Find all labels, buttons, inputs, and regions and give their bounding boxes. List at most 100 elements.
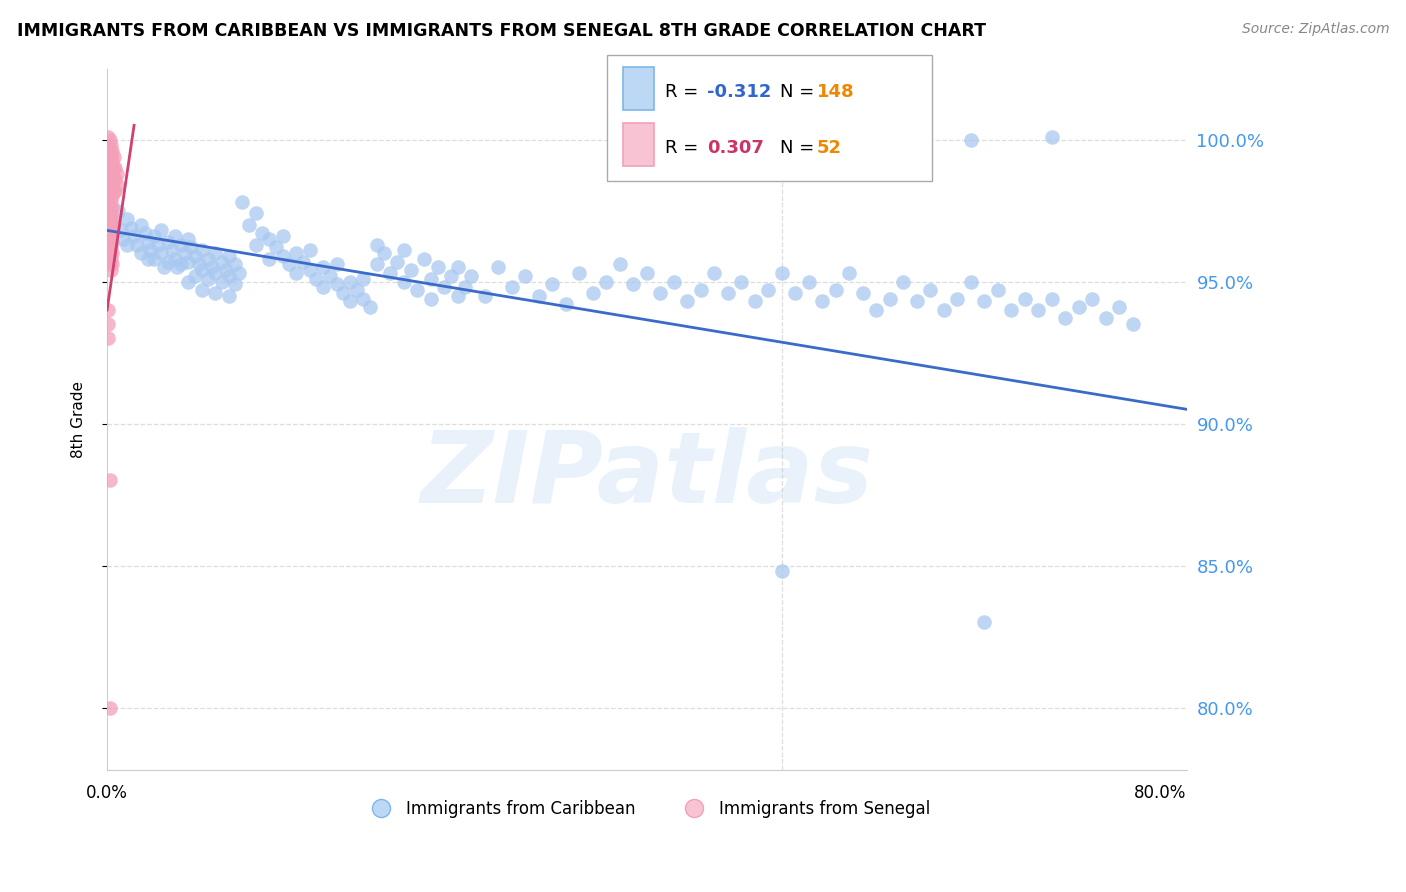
Point bbox=[238, 218, 260, 232]
Point bbox=[110, 223, 132, 237]
Point bbox=[100, 161, 122, 175]
Text: 0.0%: 0.0% bbox=[86, 784, 128, 802]
Point bbox=[98, 212, 121, 227]
Point bbox=[392, 244, 415, 258]
Point bbox=[180, 240, 202, 254]
Point bbox=[103, 161, 125, 175]
Point bbox=[101, 258, 124, 272]
Point bbox=[97, 153, 120, 167]
Point bbox=[1081, 292, 1104, 306]
Point bbox=[184, 268, 207, 283]
Point bbox=[120, 220, 142, 235]
Point bbox=[129, 218, 152, 232]
Point bbox=[190, 283, 212, 297]
Point bbox=[190, 263, 212, 277]
Point bbox=[770, 564, 793, 578]
Point bbox=[474, 289, 496, 303]
Text: 148: 148 bbox=[817, 83, 855, 101]
Point bbox=[98, 155, 121, 169]
Point bbox=[150, 223, 173, 237]
Text: 80.0%: 80.0% bbox=[1135, 784, 1187, 802]
Point bbox=[136, 235, 159, 249]
Point bbox=[946, 292, 969, 306]
Point bbox=[488, 260, 510, 275]
Point bbox=[1094, 311, 1116, 326]
Point bbox=[838, 266, 860, 280]
Point bbox=[609, 258, 631, 272]
Point bbox=[676, 294, 699, 309]
Point bbox=[218, 289, 240, 303]
Point bbox=[1040, 129, 1063, 144]
Point bbox=[623, 277, 645, 292]
Point bbox=[117, 212, 139, 227]
Point bbox=[107, 203, 129, 218]
Point bbox=[98, 178, 121, 192]
Point bbox=[325, 258, 347, 272]
Point bbox=[905, 294, 928, 309]
Point bbox=[98, 201, 121, 215]
Point bbox=[163, 229, 186, 244]
Point bbox=[98, 235, 121, 249]
Point bbox=[1000, 302, 1022, 317]
Point bbox=[440, 268, 463, 283]
Point bbox=[100, 229, 122, 244]
Point bbox=[156, 235, 179, 249]
Point bbox=[285, 246, 308, 260]
Point bbox=[987, 283, 1010, 297]
Point bbox=[703, 266, 725, 280]
Point bbox=[184, 249, 207, 263]
Point bbox=[105, 167, 128, 181]
Y-axis label: 8th Grade: 8th Grade bbox=[72, 381, 86, 458]
Point bbox=[353, 292, 375, 306]
Point bbox=[136, 252, 159, 266]
Point bbox=[252, 226, 274, 240]
Point bbox=[1040, 292, 1063, 306]
Point bbox=[101, 201, 124, 215]
Point bbox=[339, 294, 361, 309]
Point bbox=[187, 258, 209, 272]
Point bbox=[97, 129, 120, 144]
Text: R =: R = bbox=[665, 139, 704, 157]
Point bbox=[224, 258, 246, 272]
Point bbox=[103, 218, 125, 232]
Point bbox=[101, 167, 124, 181]
Point bbox=[98, 132, 121, 146]
Point bbox=[211, 254, 233, 268]
Point bbox=[541, 277, 564, 292]
Point bbox=[392, 275, 415, 289]
Point bbox=[97, 141, 120, 155]
Point bbox=[98, 223, 121, 237]
Point bbox=[460, 268, 482, 283]
Point bbox=[177, 275, 200, 289]
Point bbox=[101, 223, 124, 237]
Point bbox=[100, 194, 122, 209]
Point bbox=[756, 283, 779, 297]
Point bbox=[278, 258, 301, 272]
Point bbox=[555, 297, 578, 311]
Point bbox=[100, 172, 122, 186]
Point bbox=[98, 144, 121, 158]
Point bbox=[103, 172, 125, 186]
Point bbox=[211, 275, 233, 289]
Point bbox=[101, 178, 124, 192]
Point bbox=[97, 317, 120, 331]
Point bbox=[366, 258, 388, 272]
Point bbox=[174, 246, 197, 260]
Point bbox=[1054, 311, 1077, 326]
Point bbox=[201, 260, 224, 275]
Point bbox=[129, 246, 152, 260]
Point bbox=[420, 292, 443, 306]
Point bbox=[346, 283, 368, 297]
Legend: Immigrants from Caribbean, Immigrants from Senegal: Immigrants from Caribbean, Immigrants fr… bbox=[357, 794, 936, 825]
Point bbox=[100, 150, 122, 164]
Point bbox=[100, 263, 122, 277]
Point bbox=[245, 237, 267, 252]
Point bbox=[730, 275, 752, 289]
Text: Source: ZipAtlas.com: Source: ZipAtlas.com bbox=[1241, 22, 1389, 37]
Point bbox=[325, 277, 347, 292]
Point bbox=[973, 294, 995, 309]
Point bbox=[152, 260, 174, 275]
Point bbox=[228, 266, 250, 280]
Point bbox=[197, 252, 219, 266]
Point bbox=[891, 275, 914, 289]
